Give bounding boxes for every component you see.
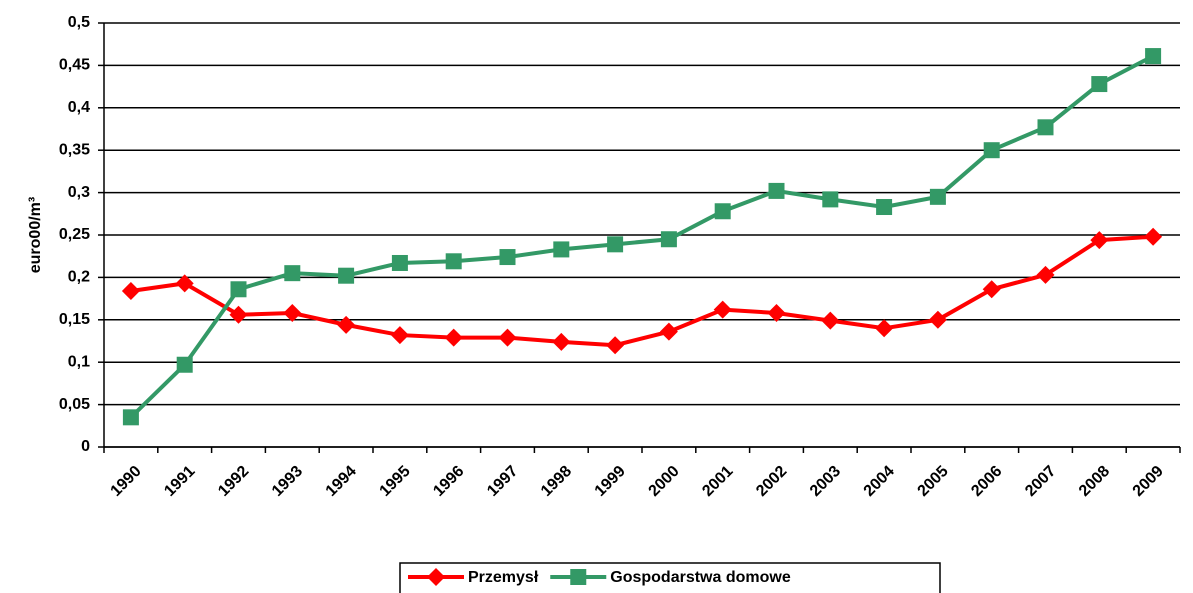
data-point: [552, 332, 571, 351]
y-tick-label: 0,2: [68, 269, 90, 286]
data-point: [768, 182, 785, 199]
x-tick-label: 1999: [592, 463, 629, 500]
data-point: [499, 249, 516, 266]
x-tick-label: 1993: [269, 463, 306, 500]
data-point: [337, 315, 356, 334]
data-point: [660, 231, 677, 248]
data-point: [390, 326, 409, 345]
marker: [570, 569, 587, 585]
data-point: [176, 356, 193, 373]
y-tick-label: 0,45: [59, 57, 90, 74]
data-point: [1144, 227, 1163, 246]
data-point: [283, 304, 302, 323]
legend: Przemysł Gospodarstwa domowe: [399, 562, 941, 593]
data-point: [607, 236, 624, 253]
data-point: [982, 280, 1001, 299]
data-point: [822, 191, 839, 208]
y-tick-label: 0,15: [59, 311, 90, 328]
data-point: [606, 336, 625, 355]
x-tick-label: 2004: [861, 463, 898, 500]
data-point: [713, 300, 732, 319]
data-point: [498, 328, 517, 347]
data-point: [1036, 265, 1055, 284]
legend-label: Przemysł: [468, 569, 539, 586]
data-point: [821, 311, 840, 330]
x-tick-label: 2003: [807, 463, 844, 500]
x-tick-label: 1990: [108, 463, 145, 500]
data-point: [121, 281, 140, 300]
x-tick-label: 1996: [430, 463, 467, 500]
data-point: [1037, 119, 1054, 136]
y-axis-label: euro00/m³: [27, 197, 44, 273]
x-tick-label: 1992: [215, 463, 252, 500]
data-point: [659, 322, 678, 341]
data-point: [391, 254, 408, 271]
data-point: [284, 265, 301, 282]
series-line: [129, 54, 1155, 419]
data-point: [714, 203, 731, 220]
data-point: [229, 305, 248, 324]
marker: [427, 568, 445, 586]
data-point: [929, 188, 946, 205]
y-tick-label: 0,5: [68, 14, 90, 31]
data-point: [876, 199, 893, 216]
x-tick-label: 2008: [1076, 463, 1113, 500]
x-tick-label: 2005: [915, 463, 952, 500]
y-tick-label: 0,1: [68, 353, 90, 370]
data-point: [444, 328, 463, 347]
x-tick-label: 1997: [484, 463, 521, 500]
x-tick-label: 1991: [161, 463, 198, 500]
x-tick-label: 2001: [699, 463, 736, 500]
data-point: [338, 267, 355, 284]
data-point: [175, 274, 194, 293]
x-tick-label: 2007: [1022, 463, 1059, 500]
y-tick-label: 0,35: [59, 141, 90, 158]
data-point: [1145, 48, 1162, 65]
data-point: [230, 281, 247, 298]
y-tick-label: 0,4: [68, 99, 90, 116]
y-tick-label: 0,05: [59, 396, 90, 413]
x-tick-label: 1994: [323, 463, 360, 500]
legend-label: Gospodarstwa domowe: [610, 569, 791, 586]
data-point: [1090, 231, 1109, 250]
y-tick-label: 0: [81, 438, 90, 455]
x-tick-label: 1995: [377, 463, 414, 500]
data-point: [767, 304, 786, 323]
x-tick-label: 2006: [968, 463, 1005, 500]
data-point: [875, 319, 894, 338]
data-point: [928, 310, 947, 329]
legend-box: [399, 562, 941, 593]
x-tick-label: 2000: [646, 463, 683, 500]
x-tick-label: 1998: [538, 463, 575, 500]
data-point: [445, 253, 462, 270]
x-tick-label: 2009: [1130, 463, 1167, 500]
y-tick-label: 0,25: [59, 226, 90, 243]
data-point: [983, 142, 1000, 159]
series-line: [130, 234, 1154, 348]
data-point: [1091, 76, 1108, 93]
data-point: [122, 409, 139, 426]
x-tick-label: 2002: [753, 463, 790, 500]
y-tick-label: 0,3: [68, 184, 90, 201]
data-point: [553, 241, 570, 258]
